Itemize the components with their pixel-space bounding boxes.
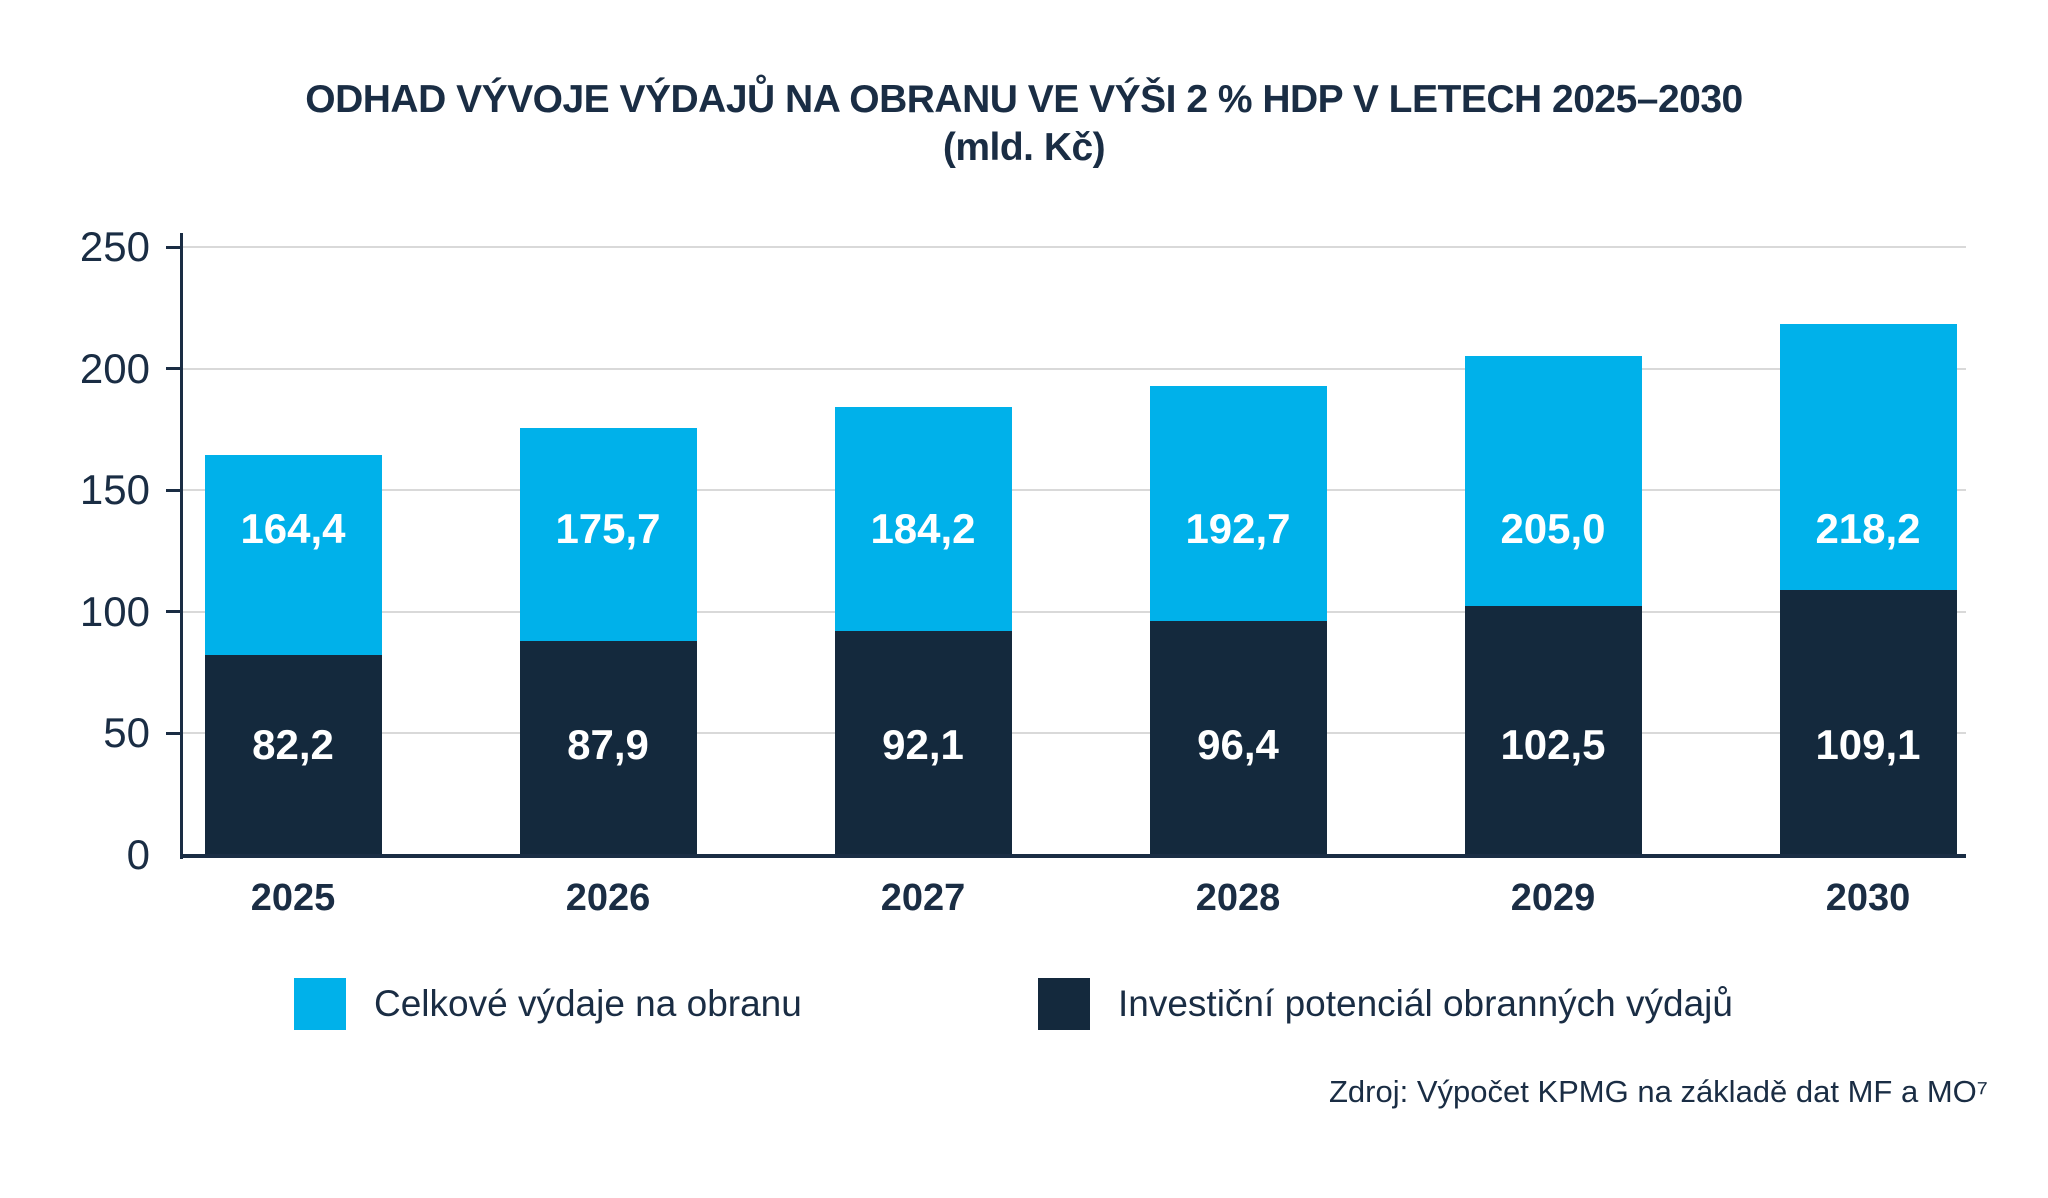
y-axis-label-100: 100 [79, 587, 150, 635]
bar-label-2028-investment: 96,4 [1197, 721, 1279, 768]
source-note: Zdroj: Výpočet KPMG na základě dat MF a … [1328, 1074, 1988, 1109]
bar-2027-investment [834, 631, 1012, 855]
x-axis-line [180, 854, 1966, 858]
legend-item-investment-potential: Investiční potenciál obranných výdajů [1038, 976, 1733, 1032]
x-axis-label-2030: 2030 [1825, 877, 1911, 919]
gridline-50 [183, 732, 1966, 735]
bar-label-2025-investment: 82,2 [252, 721, 334, 768]
bar-2029-investment [1464, 605, 1642, 855]
y-axis-label-250: 250 [79, 223, 150, 270]
legend-label-investment-potential: Investiční potenciál obranných výdajů [1118, 983, 1733, 1024]
bar-2030-investment [1779, 589, 1957, 855]
title-block: ODHAD VÝVOJE VÝDAJŮ NA OBRANU VE VÝŠI 2 … [0, 76, 2048, 172]
bar-label-2028-total: 192,7 [1185, 505, 1291, 552]
y-axis-tick-150 [166, 488, 180, 492]
y-axis-line [180, 233, 183, 859]
gridline-250 [183, 246, 1966, 248]
x-axis-label-2026: 2026 [565, 877, 651, 919]
bar-label-2030-total: 218,2 [1815, 505, 1921, 552]
gridline-150 [183, 489, 1966, 492]
y-axis-label-200: 200 [79, 344, 150, 392]
bar-label-2029-investment: 102,5 [1500, 721, 1606, 768]
chart-title: ODHAD VÝVOJE VÝDAJŮ NA OBRANU VE VÝŠI 2 … [305, 78, 1743, 121]
bar-label-2030-investment: 109,1 [1815, 721, 1921, 768]
y-axis-tick-200 [166, 367, 180, 371]
y-axis-label-150: 150 [79, 466, 150, 514]
y-axis-label-0: 0 [126, 831, 150, 878]
gridline-200 [183, 367, 1966, 370]
gridline-100 [183, 610, 1966, 613]
y-axis-tick-100 [166, 610, 180, 614]
bar-2028-investment [1149, 620, 1327, 855]
legend-swatch-investment-potential [1038, 978, 1090, 1030]
bar-2026-investment [519, 641, 697, 855]
legend-swatch-total-expenditure [294, 978, 346, 1030]
x-axis-label-2029: 2029 [1510, 877, 1596, 919]
legend-label-total-expenditure: Celkové výdaje na obranu [374, 983, 802, 1024]
bar-label-2026-investment: 87,9 [567, 721, 649, 768]
y-axis-label-50: 50 [103, 709, 150, 757]
bar-label-2029-total: 205,0 [1500, 505, 1606, 552]
bar-2025-investment [204, 655, 382, 855]
y-axis-tick-250 [166, 245, 180, 249]
x-axis-label-2027: 2027 [880, 877, 966, 919]
bar-label-2027-investment: 92,1 [882, 721, 964, 768]
bar-label-2025-total: 164,4 [240, 505, 346, 552]
bar-label-2027-total: 184,2 [870, 505, 976, 552]
bar-label-2026-total: 175,7 [555, 505, 661, 552]
legend-item-total-expenditure: Celkové výdaje na obranu [294, 976, 802, 1032]
x-axis-label-2028: 2028 [1195, 877, 1281, 919]
legend: Celkové výdaje na obranu Investiční pote… [0, 976, 2048, 1032]
x-axis-label-2025: 2025 [250, 877, 336, 919]
chart-subtitle: (mld. Kč) [942, 126, 1106, 169]
y-axis-tick-50 [166, 731, 180, 735]
